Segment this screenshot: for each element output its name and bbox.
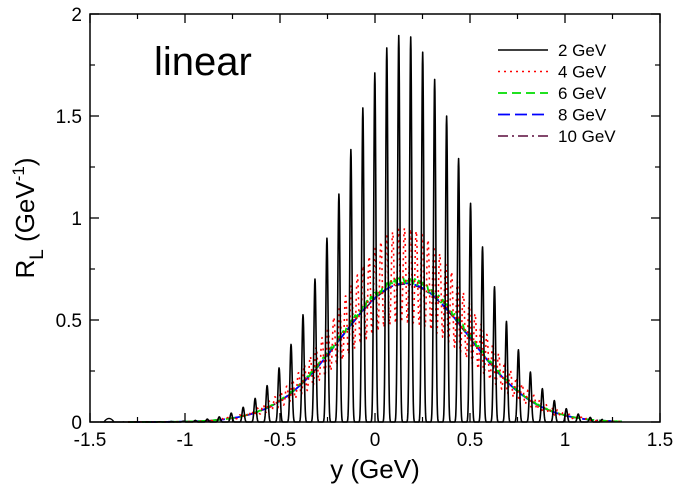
x-tick-label: 0.5 [457, 430, 483, 451]
x-tick-label: 1.5 [647, 430, 673, 451]
legend-label-2-gev: 2 GeV [558, 41, 607, 60]
y-tick-label: 2 [71, 5, 82, 26]
legend-label-6-gev: 6 GeV [558, 84, 607, 103]
legend-label-10-gev: 10 GeV [558, 127, 616, 146]
legend-label-4-gev: 4 GeV [558, 63, 607, 82]
x-tick-label: 0 [370, 430, 381, 451]
y-tick-label: 1 [71, 209, 82, 230]
x-tick-label: -0.5 [264, 430, 297, 451]
legend-label-8-gev: 8 GeV [558, 106, 607, 125]
y-axis-title-unit-open: (GeV [10, 181, 40, 250]
y-axis-title-unit-close: ) [10, 157, 40, 166]
chart-annotation: linear [154, 40, 252, 84]
series-extra-peak [103, 417, 115, 423]
x-tick-label: 1 [560, 430, 571, 451]
series-layer [98, 34, 623, 423]
x-tick-label: -1 [177, 430, 194, 451]
y-axis-title-sub: L [27, 249, 48, 260]
ticks-layer: -1.5 -1 -0.5 0 0.5 1 1.5 0 0.5 1 1.5 2 [56, 5, 674, 451]
y-tick-label: 0 [71, 413, 82, 434]
series-line-10-gev [127, 283, 623, 423]
y-tick-label: 0.5 [56, 311, 82, 332]
x-axis-title: y (GeV) [330, 454, 420, 484]
series-line-8-gev [127, 282, 623, 423]
y-tick-label: 1.5 [56, 107, 82, 128]
y-axis-title-main: R [10, 260, 40, 279]
series-line-4-gev [127, 227, 623, 423]
series-line-2-gev [98, 34, 604, 423]
legend: 2 GeV 4 GeV 6 GeV 8 GeV 10 GeV [498, 41, 616, 146]
x-tick-label: -1.5 [74, 430, 107, 451]
series-line-6-gev [127, 276, 623, 423]
y-axis-title: RL (GeV-1) [9, 157, 48, 278]
y-axis-title-unit-exp: -1 [9, 166, 28, 181]
